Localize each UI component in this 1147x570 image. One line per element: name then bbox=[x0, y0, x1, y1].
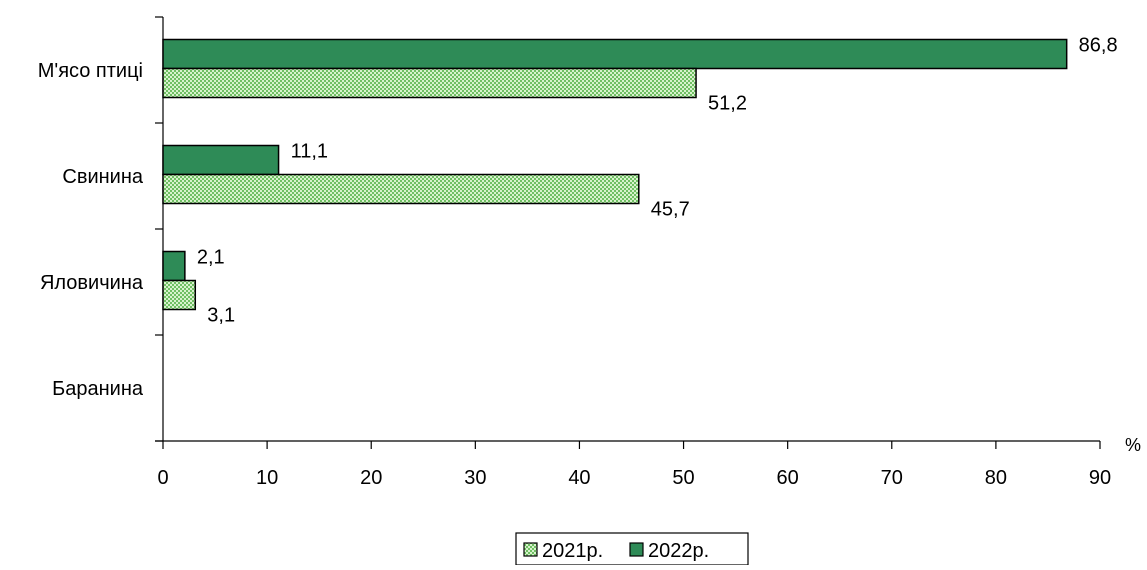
legend-label: 2022р. bbox=[648, 540, 709, 562]
data-label: 2,1 bbox=[197, 247, 225, 269]
x-tick-label: 70 bbox=[881, 467, 903, 489]
bars bbox=[162, 38, 1068, 311]
bar-2022 bbox=[162, 38, 1068, 70]
x-tick-label: 30 bbox=[464, 467, 486, 489]
x-axis-unit: % bbox=[1125, 435, 1141, 455]
legend-swatch bbox=[523, 542, 538, 557]
data-label: 86,8 bbox=[1079, 35, 1118, 57]
x-tick-label: 0 bbox=[157, 467, 168, 489]
legend: 2021р. 2022р. bbox=[515, 532, 749, 566]
category-label: Яловичина bbox=[40, 272, 144, 294]
bar-2022 bbox=[162, 250, 186, 282]
category-label: Свинина bbox=[62, 166, 144, 188]
x-tick-label: 50 bbox=[672, 467, 694, 489]
axes: 0 10 20 30 40 50 60 70 80 90% bbox=[155, 16, 1141, 489]
x-tick-label: 90 bbox=[1089, 467, 1111, 489]
bar-2021 bbox=[162, 279, 197, 311]
category-label: М'ясо птиці bbox=[38, 60, 143, 82]
x-tick-label: 20 bbox=[360, 467, 382, 489]
data-label: 45,7 bbox=[651, 199, 690, 221]
x-tick-label: 40 bbox=[568, 467, 590, 489]
data-label: 3,1 bbox=[207, 305, 235, 327]
legend-label: 2021р. bbox=[542, 540, 603, 562]
bar-2021 bbox=[162, 67, 697, 99]
data-label: 51,2 bbox=[708, 93, 747, 115]
legend-swatch bbox=[629, 542, 644, 557]
x-tick-label: 10 bbox=[256, 467, 278, 489]
x-tick-label: 80 bbox=[985, 467, 1007, 489]
bar-2022 bbox=[162, 144, 280, 176]
bar-2021 bbox=[162, 173, 640, 205]
x-tick-label: 60 bbox=[777, 467, 799, 489]
data-label: 11,1 bbox=[291, 141, 328, 163]
labels: М'ясо птиці Свинина Яловичина Баранина 86,8 5… bbox=[38, 35, 1118, 401]
category-label: Баранина bbox=[52, 378, 144, 400]
